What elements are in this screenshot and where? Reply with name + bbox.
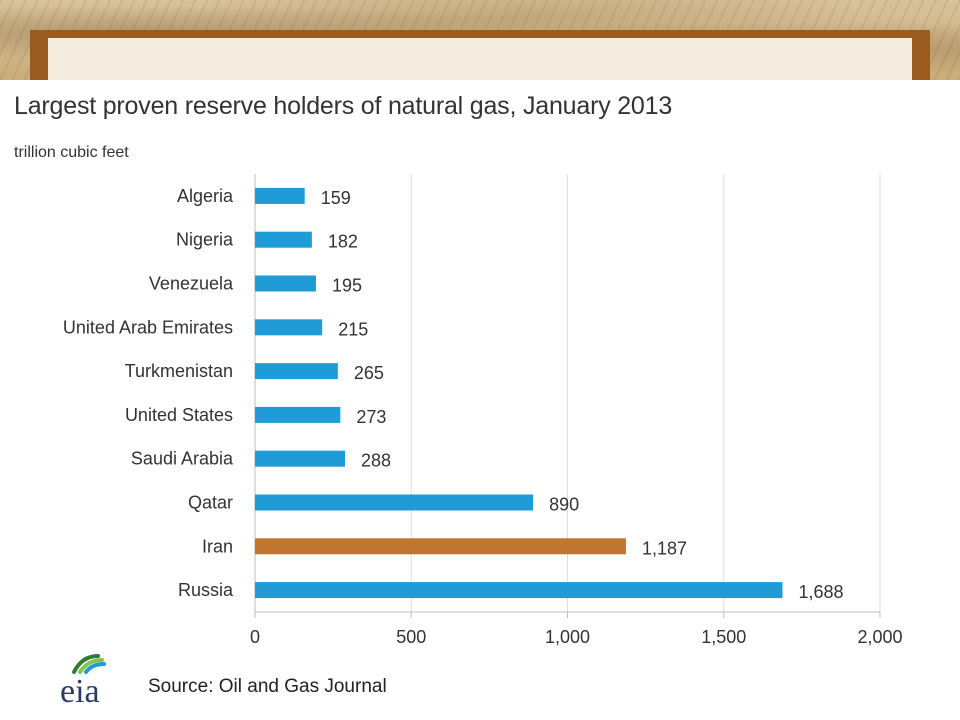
bar (255, 450, 345, 467)
frame-right-border (912, 30, 930, 80)
value-label: 159 (321, 188, 351, 208)
bar (255, 231, 312, 248)
value-label: 890 (549, 495, 579, 515)
bar (255, 582, 783, 599)
bar (255, 363, 338, 380)
bar (255, 494, 534, 511)
bar (255, 275, 316, 292)
x-tick-label: 2,000 (857, 627, 902, 647)
value-label: 273 (356, 407, 386, 427)
eia-logo-text: eia (60, 673, 100, 708)
eia-logo-icon: eia (60, 654, 106, 708)
value-label: 182 (328, 232, 358, 252)
chart-title: Largest proven reserve holders of natura… (14, 92, 673, 120)
value-label: 1,187 (642, 538, 687, 558)
value-label: 215 (338, 319, 368, 339)
value-label: 288 (361, 451, 391, 471)
category-label: Saudi Arabia (131, 449, 234, 469)
x-tick-label: 0 (250, 627, 260, 647)
bar (255, 319, 323, 336)
x-tick-label: 1,500 (701, 627, 746, 647)
bar (255, 538, 626, 555)
category-label: Qatar (188, 493, 233, 513)
category-label: Algeria (177, 186, 234, 206)
x-tick-label: 1,000 (545, 627, 590, 647)
value-label: 265 (354, 363, 384, 383)
frame-inner-panel (48, 38, 912, 80)
source-note: Source: Oil and Gas Journal (148, 676, 387, 697)
category-label: Turkmenistan (125, 361, 233, 381)
category-label: Iran (202, 536, 233, 556)
value-label: 1,688 (799, 582, 844, 602)
bar (255, 406, 341, 423)
category-label: Venezuela (149, 274, 234, 294)
frame-left-border (30, 30, 48, 80)
chart-panel (0, 80, 960, 720)
category-label: Nigeria (176, 230, 234, 250)
chart-unit-label: trillion cubic feet (14, 144, 129, 161)
category-label: United Arab Emirates (63, 317, 233, 337)
category-label: United States (125, 405, 233, 425)
value-label: 195 (332, 276, 362, 296)
x-tick-label: 500 (396, 627, 426, 647)
category-label: Russia (178, 580, 234, 600)
bar (255, 187, 305, 204)
frame-top-border (30, 30, 930, 38)
